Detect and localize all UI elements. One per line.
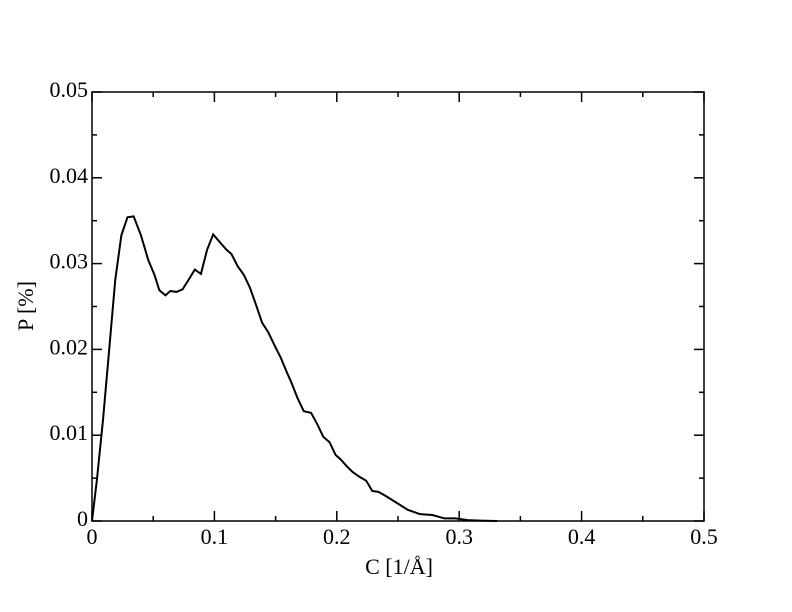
data-line (91, 215, 498, 522)
x-tick-label: 0.1 (201, 524, 229, 549)
y-tick-label: 0.02 (50, 334, 89, 359)
plot-frame (91, 91, 705, 522)
x-tick-label: 0.4 (568, 524, 596, 549)
x-axis-label: C [1/Å] (365, 554, 433, 579)
y-tick-label: 0 (77, 506, 88, 531)
y-tick-label: 0.01 (50, 420, 89, 445)
x-tick-label: 0 (87, 524, 98, 549)
x-tick-label: 0.5 (690, 524, 718, 549)
y-axis-label: P [%] (13, 281, 38, 331)
x-tick-label: 0.3 (445, 524, 473, 549)
x-tick-label: 0.2 (323, 524, 351, 549)
y-tick-label: 0.04 (50, 163, 89, 188)
y-tick-label: 0.03 (50, 249, 89, 274)
y-tick-label: 0.05 (50, 77, 89, 102)
